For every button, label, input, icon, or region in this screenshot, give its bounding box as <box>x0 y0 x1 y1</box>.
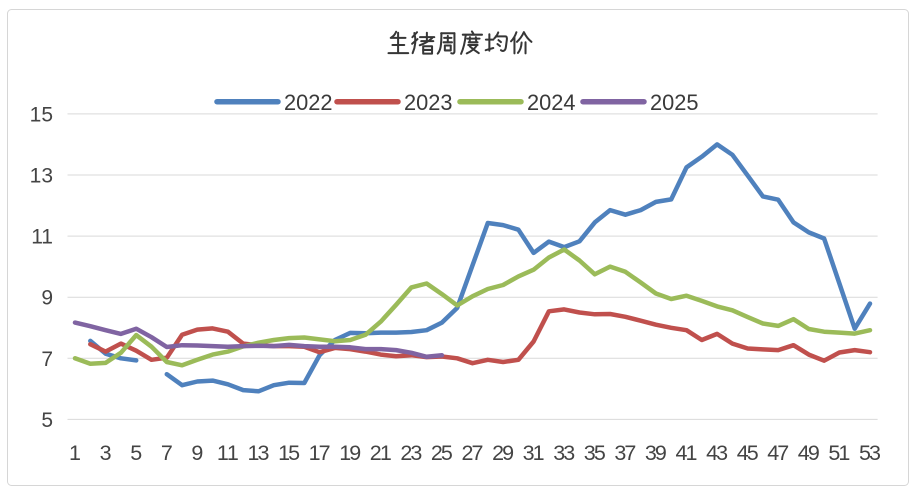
svg-text:35: 35 <box>584 441 606 465</box>
svg-text:11: 11 <box>31 226 53 249</box>
svg-text:11: 11 <box>217 441 239 465</box>
svg-text:51: 51 <box>828 441 850 465</box>
svg-text:31: 31 <box>523 441 545 465</box>
svg-text:23: 23 <box>400 441 422 465</box>
svg-text:2024: 2024 <box>527 90 576 115</box>
svg-text:2022: 2022 <box>284 90 333 115</box>
svg-text:17: 17 <box>309 441 331 465</box>
svg-text:53: 53 <box>859 441 881 465</box>
svg-text:15: 15 <box>30 103 53 126</box>
svg-text:3: 3 <box>100 441 112 465</box>
svg-text:49: 49 <box>798 441 820 465</box>
svg-text:13: 13 <box>30 165 53 188</box>
svg-text:33: 33 <box>553 441 575 465</box>
svg-text:2023: 2023 <box>404 90 453 115</box>
svg-text:45: 45 <box>737 441 759 465</box>
svg-text:27: 27 <box>462 441 484 465</box>
svg-text:2025: 2025 <box>650 90 699 115</box>
svg-text:9: 9 <box>41 287 53 310</box>
svg-text:5: 5 <box>130 441 142 465</box>
svg-text:13: 13 <box>248 441 270 465</box>
svg-text:25: 25 <box>431 441 453 465</box>
svg-text:29: 29 <box>492 441 514 465</box>
svg-text:15: 15 <box>278 441 300 465</box>
svg-text:37: 37 <box>614 441 636 465</box>
svg-text:21: 21 <box>370 441 392 465</box>
svg-text:1: 1 <box>69 441 81 465</box>
svg-text:19: 19 <box>339 441 361 465</box>
svg-text:9: 9 <box>191 441 203 465</box>
svg-text:47: 47 <box>767 441 789 465</box>
svg-text:39: 39 <box>645 441 667 465</box>
svg-text:43: 43 <box>706 441 728 465</box>
svg-text:41: 41 <box>676 441 698 465</box>
svg-text:7: 7 <box>41 348 53 371</box>
svg-text:5: 5 <box>41 409 53 432</box>
svg-text:7: 7 <box>161 441 173 465</box>
